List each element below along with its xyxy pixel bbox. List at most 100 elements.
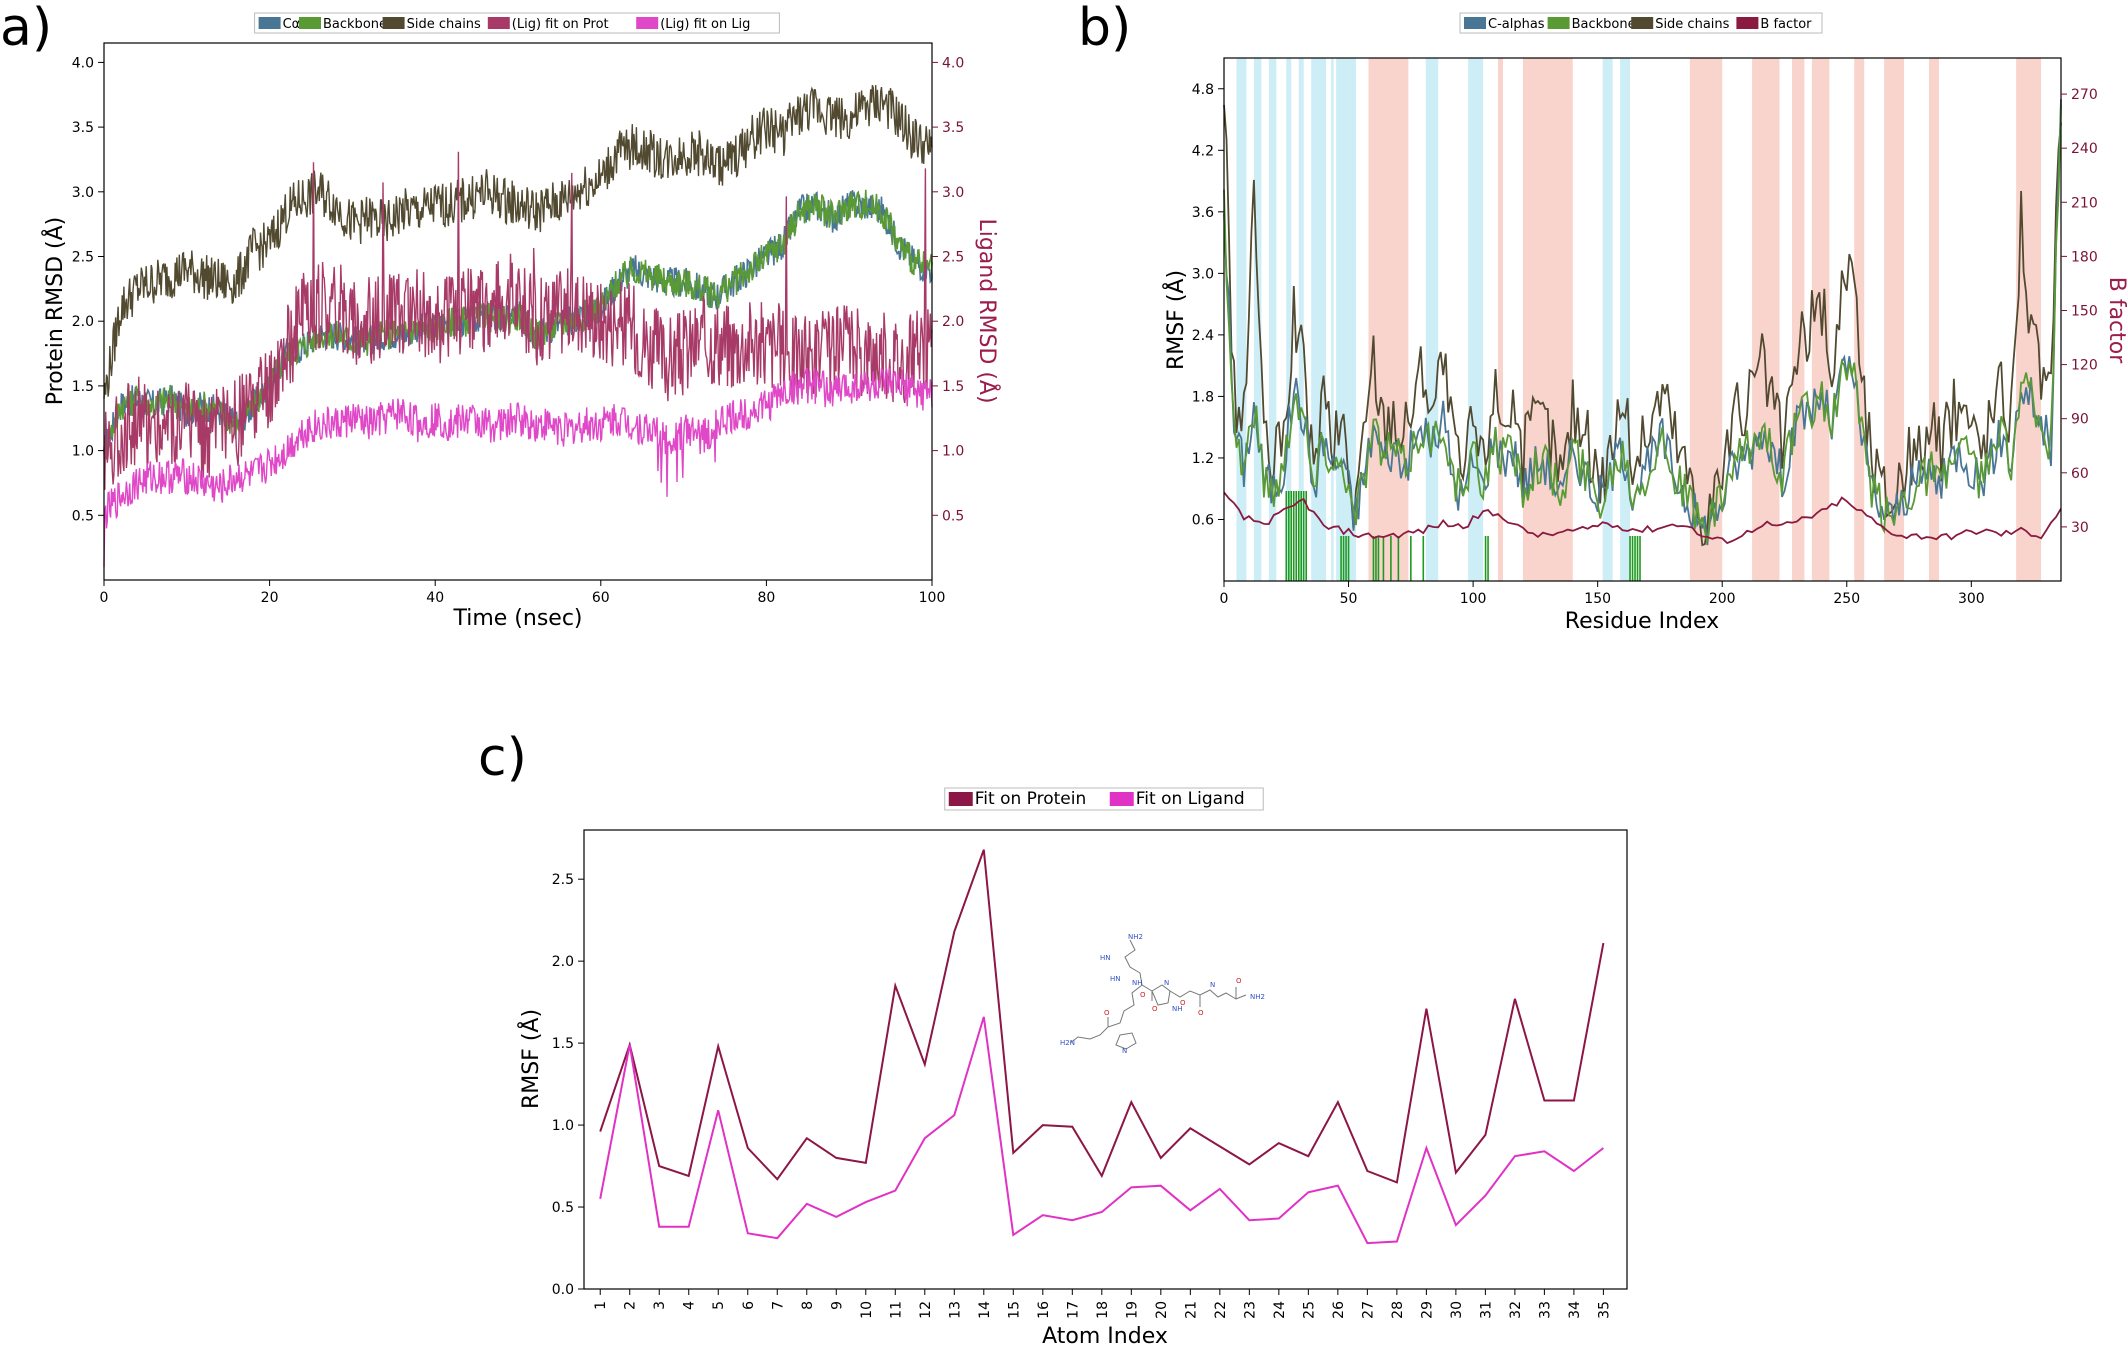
panel-c-plot-frame [583,829,1628,1290]
panel-a-x-tick-label: 40 [426,590,444,606]
panel-b-legend-swatch [1736,17,1759,29]
panel-c-x-tick-label: 29 [1419,1301,1435,1319]
panel-a-series-lig-fit-on-lig-line [103,368,933,568]
panel-b-strand-region [1298,58,1304,581]
panel-b-y-axis-label: RMSF (Å) [1162,270,1189,370]
panel-a-right-tick-label: 2.5 [942,250,964,266]
panel-c-x-tick-label: 18 [1095,1301,1111,1319]
panel-b-plot-frame [1223,57,2062,582]
panel-b-strand-region [1253,58,1262,581]
panel-a-legend-swatch [382,17,405,29]
panel-c-x-tick-label: 4 [682,1301,698,1310]
ligand-atom-label: NH2 [1128,933,1143,941]
panel-c-y-tick-label: 1.0 [552,1118,574,1134]
panel-b-strand-region [1286,58,1292,581]
ligand-atom-label: HN [1110,975,1121,983]
panel-b-legend-label: C-alphas [1488,17,1545,32]
panel-c-x-tick-label: 8 [800,1301,816,1310]
panel-c-x-tick-label: 15 [1006,1301,1022,1319]
panel-b-right-tick-label: 120 [2071,358,2098,374]
panel-a-y-tick-label: 2.0 [72,314,94,330]
panel-b-series-b-factor-line [1223,491,2062,545]
panel-a-legend-label: Cα [283,17,301,32]
panel-a-chart: 0 20 40 60 80 100 0.5 1.0 1.5 2.0 2.5 3.0 3.5 4.0 0.5 1… [41,12,1001,631]
panel-b-helix-region [1498,58,1503,581]
ligand-atom-label: O [1104,1009,1110,1017]
ligand-atom-label: N [1122,1047,1127,1055]
panel-a-right-tick-label: 3.0 [942,185,964,201]
panel-b-legend-swatch [1464,17,1486,29]
panel-a-x-tick-label: 100 [919,590,946,606]
panel-b-helix-region [1752,58,1780,581]
panel-a-right-tick-label: 0.5 [942,508,964,524]
panel-a-right-tick-label: 4.0 [942,55,964,71]
panel-c-y-tick-label: 1.5 [552,1036,574,1052]
panel-c-legend-label: Fit on Ligand [1136,789,1245,809]
panel-a-x-axis-label: Time (nsec) [452,606,582,631]
panel-c-x-tick-label: 20 [1154,1301,1170,1319]
ligand-atom-label: NH [1132,979,1143,987]
panel-b-y-tick-label: 3.0 [1192,266,1214,282]
panel-a-right-tick-label: 1.5 [942,379,964,395]
panel-a-x-tick-label: 60 [592,590,610,606]
panel-c-y-tick-label: 2.5 [552,872,574,888]
panel-c-legend [944,787,1264,811]
panel-a-x-tick-label: 20 [261,590,279,606]
panel-b-helix-region [1928,58,1939,581]
panel-b-right-tick-label: 150 [2071,303,2098,319]
panel-b-x-tick-label: 100 [1460,591,1487,607]
panel-b-series-c-alphas-line [1223,99,2062,546]
panel-a-legend-label: (Lig) fit on Lig [660,17,750,32]
panel-a-legend-swatch [636,17,659,29]
ligand-atom-label: NH [1172,1005,1183,1013]
panel-a-y-tick-label: 4.0 [72,55,94,71]
panel-c-x-tick-label: 2 [623,1301,639,1310]
panel-c-x-tick-label: 17 [1065,1301,1081,1319]
panel-c-legend-swatch [948,792,973,806]
ligand-atom-label: O [1198,1009,1204,1017]
panel-c-x-tick-label: 10 [859,1301,875,1319]
panel-a-right-tick-label: 2.0 [942,314,964,330]
panel-c-x-tick-label: 25 [1301,1301,1317,1319]
ligand-atom-label: O [1152,1005,1158,1013]
ligand-atom-label: N [1164,979,1169,987]
panel-b-x-tick-label: 0 [1220,591,1229,607]
panel-a-y-tick-label: 1.5 [72,379,94,395]
panel-b-helix-region [1854,58,1865,581]
panel-b-strand-region [1425,58,1439,581]
panel-c-x-axis-label: Atom Index [1042,1324,1168,1346]
ligand-atom-label: H2N [1060,1039,1075,1047]
panel-c-y-axis-label: RMSF (Å) [517,1009,544,1109]
panel-c-x-tick-label: 5 [711,1301,727,1310]
panel-b-strand-region [1268,58,1277,581]
panel-b-chart: 0 50 100 150 200 250 300 0.6 1.2 1.8 2.4 3.0 3.6 4.2 4… [1162,12,2128,634]
panel-c-x-tick-label: 26 [1331,1301,1347,1319]
panel-c-x-tick-label: 35 [1596,1301,1612,1319]
panel-b-right-tick-label: 60 [2071,466,2089,482]
panel-c-x-tick-label: 21 [1183,1301,1199,1319]
panel-b-strand-region [1468,58,1484,581]
panel-c-x-tick-label: 16 [1036,1301,1052,1319]
panel-c-x-tick-label: 27 [1360,1301,1376,1319]
panel-b-strand-region [1236,58,1247,581]
panel-a-y-tick-label: 1.0 [72,444,94,460]
ligand-atom-label: O [1180,999,1186,1007]
panel-c-x-tick-label: 22 [1213,1301,1229,1319]
panel-c-x-tick-label: 31 [1478,1301,1494,1319]
panel-c-series-fit-on-ligand-line [599,1016,1605,1245]
panel-c-y-tick-label: 2.0 [552,954,574,970]
panel-a-right-tick-label: 1.0 [942,444,964,460]
panel-b-helix-region [1884,58,1905,581]
panel-b-helix-region [1368,58,1409,581]
ligand-atom-label: N [1210,981,1215,989]
panel-b-strand-region [1331,58,1334,581]
panel-label-c: c) [478,728,527,788]
panel-a-legend-label: (Lig) fit on Prot [512,17,609,32]
panel-b-x-tick-label: 50 [1340,591,1358,607]
panel-c-x-tick-label: 1 [593,1301,609,1310]
panel-a-legend-label: Side chains [407,17,481,32]
panel-c-x-tick-label: 7 [770,1301,786,1310]
panel-b-legend-label: B factor [1760,17,1812,32]
